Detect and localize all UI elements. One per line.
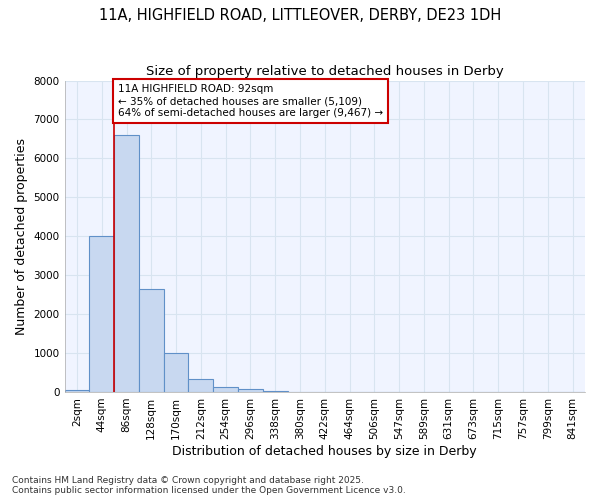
Bar (213, 387, 238, 392)
Text: 11A HIGHFIELD ROAD: 92sqm
← 35% of detached houses are smaller (5,109)
64% of se: 11A HIGHFIELD ROAD: 92sqm ← 35% of detac… (118, 84, 383, 117)
Bar (164, 353, 188, 392)
Title: Size of property relative to detached houses in Derby: Size of property relative to detached ho… (146, 65, 503, 78)
X-axis label: Distribution of detached houses by size in Derby: Distribution of detached houses by size … (172, 444, 477, 458)
Bar (263, 391, 287, 392)
Bar (89, 236, 114, 392)
Bar (238, 389, 263, 392)
Bar (139, 289, 164, 392)
Bar (114, 135, 139, 392)
Text: Contains HM Land Registry data © Crown copyright and database right 2025.
Contai: Contains HM Land Registry data © Crown c… (12, 476, 406, 495)
Bar (188, 379, 213, 392)
Y-axis label: Number of detached properties: Number of detached properties (15, 138, 28, 335)
Bar (65, 390, 89, 392)
Text: 11A, HIGHFIELD ROAD, LITTLEOVER, DERBY, DE23 1DH: 11A, HIGHFIELD ROAD, LITTLEOVER, DERBY, … (99, 8, 501, 22)
